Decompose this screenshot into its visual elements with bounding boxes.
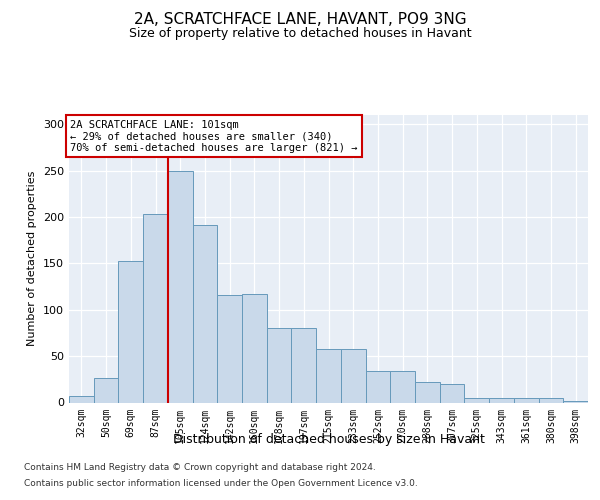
Text: Contains public sector information licensed under the Open Government Licence v3: Contains public sector information licen… xyxy=(24,478,418,488)
Text: Contains HM Land Registry data © Crown copyright and database right 2024.: Contains HM Land Registry data © Crown c… xyxy=(24,464,376,472)
Bar xyxy=(94,378,118,402)
Text: Distribution of detached houses by size in Havant: Distribution of detached houses by size … xyxy=(173,432,485,446)
Bar xyxy=(365,371,390,402)
Text: 2A, SCRATCHFACE LANE, HAVANT, PO9 3NG: 2A, SCRATCHFACE LANE, HAVANT, PO9 3NG xyxy=(134,12,466,28)
Bar xyxy=(539,398,563,402)
Bar xyxy=(242,294,267,403)
Bar xyxy=(267,328,292,402)
Bar xyxy=(217,295,242,403)
Bar xyxy=(464,398,489,402)
Bar xyxy=(118,260,143,402)
Bar xyxy=(341,348,365,403)
Bar xyxy=(292,328,316,402)
Bar xyxy=(440,384,464,402)
Y-axis label: Number of detached properties: Number of detached properties xyxy=(28,171,37,346)
Text: 2A SCRATCHFACE LANE: 101sqm
← 29% of detached houses are smaller (340)
70% of se: 2A SCRATCHFACE LANE: 101sqm ← 29% of det… xyxy=(70,120,358,153)
Bar xyxy=(489,398,514,402)
Bar xyxy=(193,226,217,402)
Bar xyxy=(168,170,193,402)
Text: Size of property relative to detached houses in Havant: Size of property relative to detached ho… xyxy=(128,28,472,40)
Bar xyxy=(563,400,588,402)
Bar xyxy=(316,348,341,403)
Bar xyxy=(69,396,94,402)
Bar xyxy=(390,371,415,402)
Bar xyxy=(143,214,168,402)
Bar xyxy=(514,398,539,402)
Bar xyxy=(415,382,440,402)
